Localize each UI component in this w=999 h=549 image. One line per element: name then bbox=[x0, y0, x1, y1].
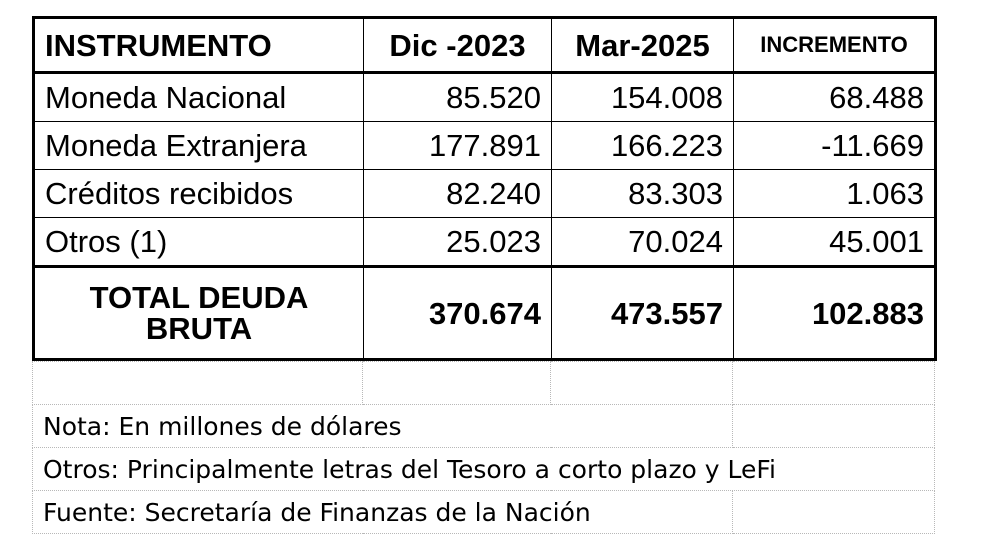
empty-cell[interactable] bbox=[732, 361, 935, 405]
table-row: Créditos recibidos 82.240 83.303 1.063 bbox=[32, 169, 937, 218]
cell-incremento[interactable]: 1.063 bbox=[733, 169, 937, 218]
header-mar-2025[interactable]: Mar-2025 bbox=[551, 16, 734, 74]
note-otros[interactable]: Otros: Principalmente letras del Tesoro … bbox=[32, 447, 935, 491]
cell-dic-2023[interactable]: 82.240 bbox=[363, 169, 552, 218]
total-label-line1: TOTAL DEUDA bbox=[89, 280, 309, 315]
empty-row bbox=[32, 361, 935, 405]
header-instrumento[interactable]: INSTRUMENTO bbox=[32, 16, 364, 74]
row-label[interactable]: Otros (1) bbox=[32, 217, 364, 267]
table-row: Moneda Extranjera 177.891 166.223 -11.66… bbox=[32, 121, 937, 170]
total-mar-2025[interactable]: 473.557 bbox=[551, 265, 734, 361]
cell-dic-2023[interactable]: 25.023 bbox=[363, 217, 552, 267]
row-label[interactable]: Moneda Nacional bbox=[32, 72, 364, 122]
empty-cell[interactable] bbox=[362, 361, 551, 405]
cell-dic-2023[interactable]: 85.520 bbox=[363, 72, 552, 122]
total-incremento[interactable]: 102.883 bbox=[733, 265, 937, 361]
note-fuente[interactable]: Fuente: Secretaría de Finanzas de la Nac… bbox=[32, 490, 733, 534]
total-dic-2023[interactable]: 370.674 bbox=[363, 265, 552, 361]
cell-mar-2025[interactable]: 83.303 bbox=[551, 169, 734, 218]
total-label-line2: BRUTA bbox=[145, 311, 253, 346]
empty-cell[interactable] bbox=[732, 404, 935, 448]
note-row: Otros: Principalmente letras del Tesoro … bbox=[32, 447, 935, 491]
note-units[interactable]: Nota: En millones de dólares bbox=[32, 404, 733, 448]
table-row: Otros (1) 25.023 70.024 45.001 bbox=[32, 217, 937, 267]
header-row: INSTRUMENTO Dic -2023 Mar-2025 INCREMENT… bbox=[32, 16, 937, 74]
note-row: Nota: En millones de dólares bbox=[32, 404, 935, 448]
cell-incremento[interactable]: 45.001 bbox=[733, 217, 937, 267]
cell-mar-2025[interactable]: 154.008 bbox=[551, 72, 734, 122]
empty-cell[interactable] bbox=[732, 490, 935, 534]
table-row: Moneda Nacional 85.520 154.008 68.488 bbox=[32, 72, 937, 122]
header-dic-2023[interactable]: Dic -2023 bbox=[363, 16, 552, 74]
cell-mar-2025[interactable]: 70.024 bbox=[551, 217, 734, 267]
cell-mar-2025[interactable]: 166.223 bbox=[551, 121, 734, 170]
notes-grid: Nota: En millones de dólares Otros: Prin… bbox=[32, 361, 935, 534]
note-row: Fuente: Secretaría de Finanzas de la Nac… bbox=[32, 490, 935, 534]
row-label[interactable]: Moneda Extranjera bbox=[32, 121, 364, 170]
cell-dic-2023[interactable]: 177.891 bbox=[363, 121, 552, 170]
spreadsheet: INSTRUMENTO Dic -2023 Mar-2025 INCREMENT… bbox=[32, 16, 937, 534]
row-label[interactable]: Créditos recibidos bbox=[32, 169, 364, 218]
total-row: TOTAL DEUDA BRUTA 370.674 473.557 102.88… bbox=[32, 265, 937, 361]
debt-table: INSTRUMENTO Dic -2023 Mar-2025 INCREMENT… bbox=[32, 16, 937, 361]
cell-incremento[interactable]: -11.669 bbox=[733, 121, 937, 170]
cell-incremento[interactable]: 68.488 bbox=[733, 72, 937, 122]
empty-cell[interactable] bbox=[550, 361, 733, 405]
header-incremento[interactable]: INCREMENTO bbox=[733, 16, 937, 74]
empty-cell[interactable] bbox=[32, 361, 363, 405]
total-label[interactable]: TOTAL DEUDA BRUTA bbox=[32, 265, 364, 361]
